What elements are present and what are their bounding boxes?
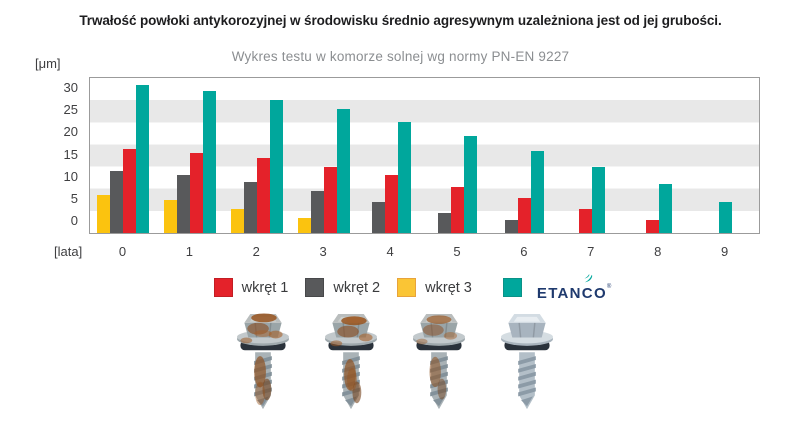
registered-mark: ® [606,284,612,290]
etanco-flame-icon [584,274,592,283]
legend-swatch [397,278,417,297]
y-tick-15: 15 [63,146,78,162]
bar-wkręt-2-year-2 [244,182,258,233]
bar-wkręt-1-year-6 [518,197,532,233]
bar-wkręt-1-year-7 [578,208,592,233]
bar-wkręt-1-year-3 [324,166,338,233]
y-tick-20: 20 [63,124,78,140]
bar-wkręt-1-year-0 [123,148,137,233]
bar-etanco-year-6 [531,151,545,233]
x-tick-4: 4 [386,244,394,259]
bar-wkręt-3-year-0 [97,195,111,233]
etanco-logo: ETANCO ® [537,274,611,301]
bar-wkręt-3-year-2 [231,208,245,233]
bar-group-year-2 [224,78,291,233]
legend-swatch [213,278,233,297]
screw-photo-2-corroded [323,313,378,410]
legend-label: wkręt 1 [241,279,289,296]
y-axis-tick-labels: 30 25 20 15 10 5 0 [40,77,78,232]
screw-photo-1-corroded [235,313,290,410]
bar-etanco-year-7 [591,166,605,233]
screw-photo-3-corroded [411,313,466,410]
bar-wkręt-2-year-3 [311,190,325,233]
legend-item-3: wkręt 3 [397,278,472,297]
bar-group-year-9 [692,78,759,233]
bar-group-year-1 [157,78,224,233]
bar-etanco-year-2 [270,100,284,233]
x-tick-5: 5 [453,244,461,259]
legend-item-1: wkręt 1 [213,278,289,297]
bar-wkręt-1-year-2 [257,157,271,233]
bar-wkręt-2-year-0 [110,171,124,233]
legend-item-2: wkręt 2 [305,278,380,297]
x-tick-9: 9 [720,244,729,259]
screw-photo-4-clean [499,313,554,410]
legend: wkręt 1 wkręt 2 wkręt 3 ETANCO ® [12,274,801,301]
chart-title: Trwałość powłoki antykorozyjnej w środow… [79,13,722,28]
bar-wkręt-1-year-5 [451,186,465,233]
bar-wkręt-2-year-6 [505,219,519,233]
y-axis-unit-label: [μm] [35,56,61,71]
x-tick-2: 2 [252,244,260,259]
bar-group-year-7 [558,78,625,233]
bar-group-year-0 [90,78,157,233]
legend-item-etanco: ETANCO ® [502,274,611,301]
x-tick-0: 0 [118,244,127,259]
bar-wkręt-1-year-1 [190,153,204,233]
y-tick-10: 10 [63,168,78,184]
y-tick-5: 5 [70,190,78,206]
bar-group-year-5 [425,78,492,233]
bar-etanco-year-3 [337,109,351,233]
legend-label: wkręt 3 [425,279,472,296]
bar-group-year-4 [358,78,425,233]
bar-etanco-year-0 [136,84,150,233]
etanco-logo-text: ETANCO [536,285,607,302]
y-tick-0: 0 [70,212,78,228]
x-tick-7: 7 [587,244,595,259]
y-tick-30: 30 [63,80,78,96]
legend-swatch [502,278,522,297]
bar-group-year-8 [625,78,692,233]
x-axis-unit-label: [lata] [54,244,83,259]
plot-area [89,77,760,234]
legend-label: wkręt 2 [333,279,381,296]
bar-group-year-6 [491,78,558,233]
x-tick-8: 8 [654,244,662,259]
bar-wkręt-1-year-4 [384,175,398,233]
bar-wkręt-3-year-1 [164,199,178,233]
bar-wkręt-2-year-1 [177,175,191,233]
bar-wkręt-2-year-5 [438,213,452,233]
screw-photos [0,311,795,413]
x-tick-3: 3 [319,244,327,259]
legend-swatch [305,278,325,297]
x-tick-6: 6 [520,244,528,259]
bar-wkręt-1-year-8 [645,219,659,233]
x-tick-1: 1 [185,244,193,259]
bar-etanco-year-1 [203,91,217,233]
y-tick-25: 25 [63,102,78,118]
bar-etanco-year-8 [658,184,672,233]
bar-group-year-3 [291,78,358,233]
bar-etanco-year-4 [397,122,411,233]
x-axis-tick-labels: 0 1 2 3 4 5 6 7 8 9 [89,244,758,259]
bar-wkręt-3-year-3 [298,217,312,233]
bar-etanco-year-5 [464,135,478,233]
bar-wkręt-2-year-4 [371,202,385,233]
chart-subtitle: Wykres testu w komorze solnej wg normy P… [231,49,570,64]
bar-etanco-year-9 [719,202,733,233]
